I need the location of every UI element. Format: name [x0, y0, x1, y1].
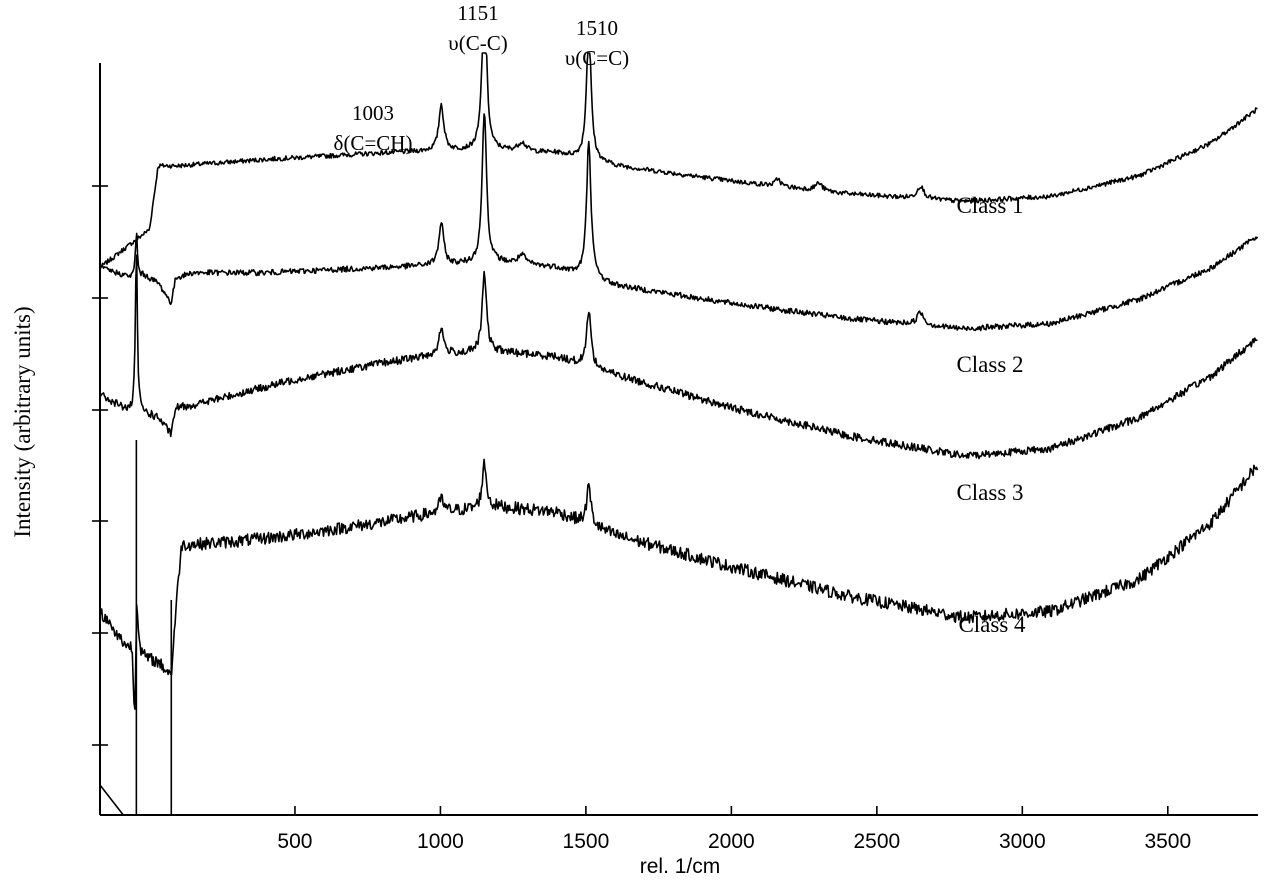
- peak-annotation-value: 1151: [457, 1, 498, 25]
- series-label: Class 3: [956, 480, 1023, 505]
- series-label: Class 1: [956, 193, 1023, 218]
- series-line: [99, 254, 1258, 460]
- peak-annotation-value: 1003: [352, 101, 394, 125]
- series-3: Class 3: [99, 254, 1258, 505]
- series-4: Class 4: [99, 458, 1259, 710]
- y-axis-label: Intensity (arbitrary units): [10, 306, 35, 537]
- x-tick-label: 3500: [1144, 830, 1191, 853]
- series-line: [99, 52, 1258, 269]
- x-tick-label: 1000: [417, 830, 464, 853]
- x-tick-label: 500: [277, 830, 312, 853]
- series-2: Class 2: [99, 113, 1259, 377]
- peak-annotation-assignment: υ(C-C): [448, 31, 507, 55]
- x-tick-label: 2000: [708, 830, 755, 853]
- series-line: [99, 458, 1259, 710]
- x-tick-label: 2500: [853, 830, 900, 853]
- artifact-line: [99, 784, 124, 816]
- x-tick-label: 3000: [999, 830, 1046, 853]
- peak-annotation: 1510 υ(C=C): [565, 16, 629, 70]
- peak-annotation: 1151 υ(C-C): [448, 1, 507, 55]
- peak-annotation-assignment: δ(C=CH): [334, 131, 413, 155]
- x-tick-label: 1500: [563, 830, 610, 853]
- series-label: Class 4: [958, 612, 1026, 637]
- x-axis-label: rel. 1/cm: [640, 855, 721, 878]
- peak-annotation-assignment: υ(C=C): [565, 46, 629, 70]
- series-1: Class 1: [99, 52, 1258, 269]
- series-line: [99, 113, 1259, 332]
- peak-annotation: 1003 δ(C=CH): [334, 101, 413, 155]
- series-label: Class 2: [956, 352, 1023, 377]
- peak-annotation-value: 1510: [576, 16, 618, 40]
